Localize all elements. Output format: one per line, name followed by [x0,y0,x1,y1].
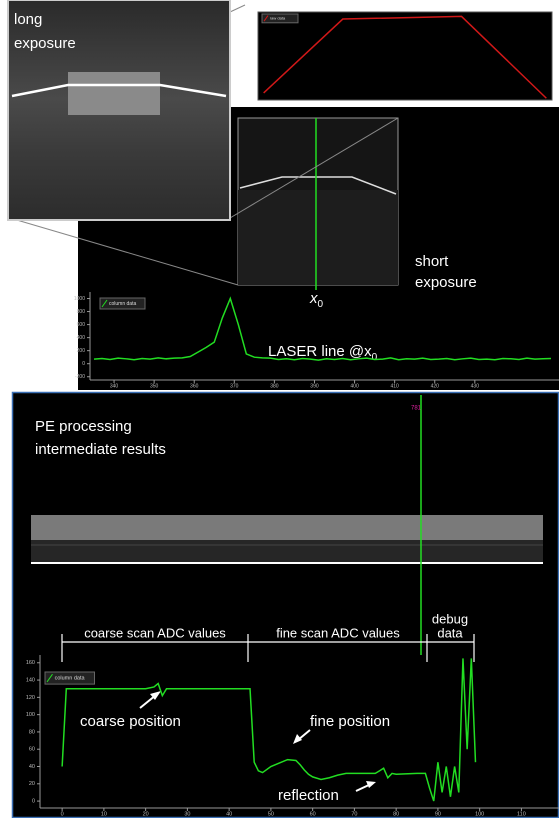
x-tick-label: 350 [150,383,159,389]
short-exposure-label: short [415,253,449,270]
y-tick-label: 100 [26,712,35,718]
cursor-value: 781 [411,406,422,412]
y-tick-label: 200 [77,348,86,354]
callout: coarse position [80,713,181,730]
y-tick-label: 400 [77,335,86,341]
pe-strip [31,515,543,540]
y-tick-label: 1000 [74,296,85,302]
segment-label: debug [432,611,468,626]
short-exposure-label: exposure [415,274,477,291]
x-tick-label: 10 [101,811,107,817]
x-tick-label: 0 [61,811,64,817]
x-tick-label: 420 [431,383,440,389]
x-tick-label: 20 [143,811,149,817]
x-tick-label: 370 [230,383,239,389]
x-tick-label: 80 [393,811,399,817]
x-tick-label: 380 [270,383,279,389]
x-tick-label: 360 [190,383,199,389]
y-tick-label: 600 [77,322,86,328]
y-tick-label: 160 [26,660,35,666]
y-tick-label: 80 [29,729,35,735]
y-tick-label: 20 [29,781,35,787]
legend-label: column data [55,676,86,682]
pe-label: intermediate results [35,441,166,458]
pe-label: PE processing [35,418,132,435]
x-tick-label: 400 [350,383,359,389]
x-tick-label: 110 [517,811,526,817]
connector [230,5,245,12]
y-tick-label: 0 [82,361,85,367]
x-tick-label: 70 [351,811,357,817]
callout: fine position [310,713,390,730]
bright-region [68,72,160,115]
legend-label: column data [109,301,136,307]
callout: reflection [278,787,339,804]
image-band [238,190,398,285]
y-tick-label: 40 [29,764,35,770]
x-tick-label: 340 [110,383,119,389]
long-exposure-label: long [14,11,42,28]
laser-line-text: LASER line @x [268,343,372,360]
x-tick-label: 390 [310,383,319,389]
figure: profile long exposure short exposure x0 … [0,0,559,818]
x-tick-label: 410 [390,383,399,389]
y-tick-label: 60 [29,747,35,753]
x-tick-label: 90 [435,811,441,817]
x-tick-label: 40 [226,811,232,817]
x-tick-label: 30 [184,811,190,817]
laser-line-sub: 0 [372,352,378,363]
x0-sub: 0 [318,299,324,310]
y-tick-label: -200 [75,374,85,380]
y-tick-label: 120 [26,695,35,701]
legend-label: raw data [270,15,286,20]
x-tick-label: 430 [471,383,480,389]
x-tick-label: 100 [475,811,484,817]
y-tick-label: 0 [32,799,35,805]
segment-label: fine scan ADC values [276,625,400,640]
segment-label: coarse scan ADC values [84,625,226,640]
page: profile long exposure short exposure x0 … [0,0,559,818]
y-tick-label: 800 [77,309,86,315]
pe-strip-dark [31,540,543,562]
segment-label: data [437,625,463,640]
x-tick-label: 50 [268,811,274,817]
x-tick-label: 60 [310,811,316,817]
profile-label: profile [505,22,543,38]
y-tick-label: 140 [26,678,35,684]
long-exposure-label: exposure [14,35,76,52]
